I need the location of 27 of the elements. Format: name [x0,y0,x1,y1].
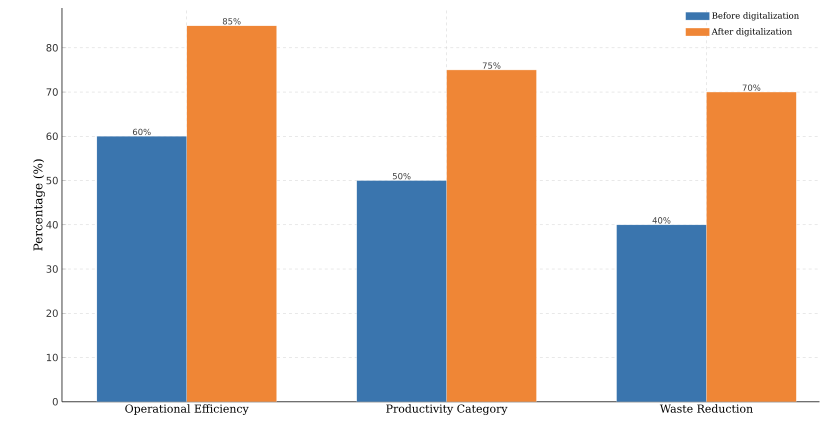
data-label: 40% [652,217,670,224]
y-tick-label: 0 [52,398,58,406]
x-tick-label: Waste Reduction [660,404,753,413]
y-axis-title: Percentage (%) [33,160,45,251]
x-tick-label: Operational Efficiency [125,404,249,416]
bar [356,180,447,402]
bar [446,70,537,402]
y-tick-label: 60 [46,132,58,140]
data-label: 60% [132,128,151,136]
data-label: 70% [742,84,760,91]
x-tick-label: Productivity Category [386,404,508,416]
bar [706,92,797,402]
y-tick-label: 80 [46,44,58,52]
y-tick-label: 10 [46,354,58,362]
y-tick-label: 50 [46,176,58,184]
data-label: 85% [222,18,241,25]
bar [186,26,277,402]
y-tick-label: 30 [46,265,58,273]
data-label: 50% [392,173,411,180]
bar [96,136,187,402]
y-tick-label: 20 [46,310,58,318]
y-tick-label: 40 [46,221,58,229]
y-tick-label: 70 [46,88,58,96]
legend-label: After digitalization [712,28,792,36]
legend-label: Before digitalization [712,12,799,21]
data-label: 75% [482,62,500,69]
bar [616,224,707,402]
